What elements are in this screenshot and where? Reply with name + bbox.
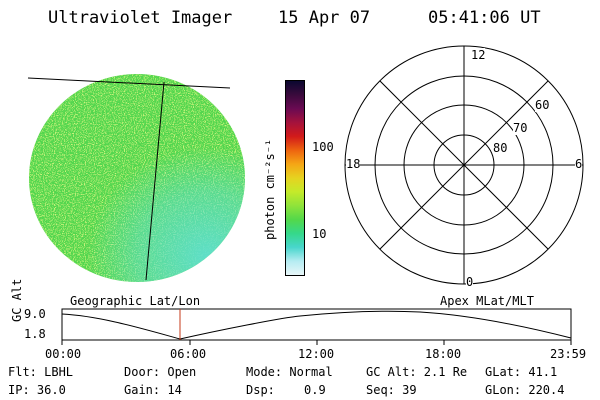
- glat-info: GLat: 41.1: [485, 365, 558, 379]
- time-label: 05:41:06 UT: [428, 8, 541, 28]
- colorbar-tick-100: 100: [312, 140, 334, 154]
- time-tick-1200: 12:00: [298, 347, 335, 361]
- app-title: Ultraviolet Imager: [48, 8, 233, 28]
- colorbar-tick-10: 10: [312, 227, 327, 241]
- glon-info: GLon: 220.4: [485, 383, 565, 397]
- alt-tick-1-8: 1.8: [24, 327, 46, 341]
- mlt-label-18: 18: [346, 157, 361, 171]
- gain-info: Gain: 14: [124, 383, 182, 397]
- mlt-label-6: 6: [575, 157, 583, 171]
- dsp-label: Dsp:: [246, 383, 275, 397]
- mlt-label-0: 0: [466, 275, 474, 289]
- filter-info: Flt: LBHL: [8, 365, 74, 379]
- geo-lon-line: [145, 81, 165, 281]
- uv-disk: [29, 74, 245, 282]
- date-label: 15 Apr 07: [278, 8, 371, 28]
- mlat-label-70: 70: [513, 121, 528, 135]
- seq-info: Seq: 39: [366, 383, 417, 397]
- mlt-label-12: 12: [471, 48, 486, 62]
- mode-info: Mode: Normal: [246, 365, 333, 379]
- alt-tick-9: 9.0: [24, 307, 46, 321]
- dsp-value: 0.9: [304, 383, 326, 397]
- mlat-label-80: 80: [493, 141, 508, 155]
- time-tick-1800: 18:00: [425, 347, 462, 361]
- geo-lat-line: [27, 77, 231, 89]
- altitude-curve: [61, 310, 572, 340]
- time-tick-2359: 23:59: [550, 347, 587, 361]
- alt-axis-label: GC Alt: [10, 278, 24, 322]
- color-scale-bar: [285, 80, 305, 276]
- time-tick-0600: 06:00: [170, 347, 207, 361]
- door-info: Door: Open: [124, 365, 197, 379]
- apex-caption: Apex MLat/MLT: [440, 294, 534, 308]
- time-tick-0000: 00:00: [45, 347, 82, 361]
- ip-info: IP: 36.0: [8, 383, 66, 397]
- mlat-label-60: 60: [535, 98, 550, 112]
- gc-alt-info: GC Alt: 2.1 Re: [366, 365, 468, 379]
- geo-caption: Geographic Lat/Lon: [70, 294, 201, 308]
